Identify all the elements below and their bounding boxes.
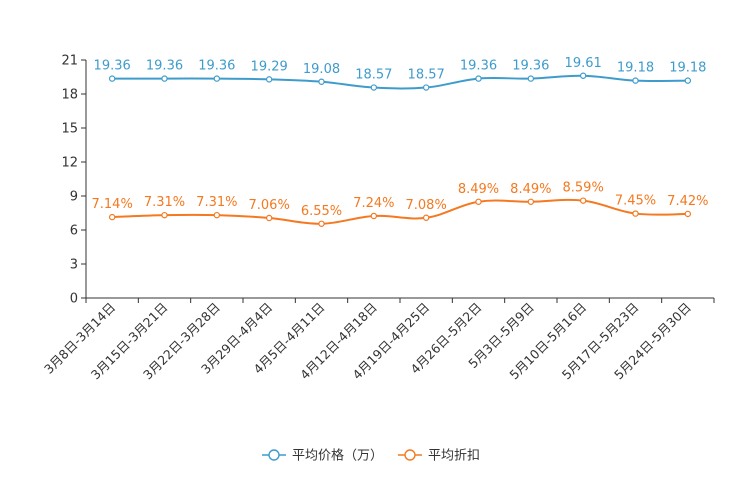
data-point[interactable] (213, 211, 221, 219)
data-point[interactable] (475, 75, 482, 82)
data-label: 7.06% (249, 198, 290, 213)
y-tick-label: 6 (70, 224, 78, 239)
data-label: 7.08% (406, 198, 447, 213)
data-label: 18.57 (408, 68, 445, 83)
data-point[interactable] (213, 75, 221, 82)
legend-marker-icon (404, 449, 416, 461)
data-point[interactable] (318, 78, 325, 85)
data-point[interactable] (632, 210, 639, 217)
data-point[interactable] (422, 84, 430, 91)
data-point[interactable] (161, 75, 168, 82)
data-point[interactable] (632, 77, 639, 84)
data-label: 19.18 (669, 61, 706, 76)
data-label: 7.31% (196, 195, 237, 210)
data-point[interactable] (684, 77, 692, 84)
data-label: 7.14% (92, 197, 133, 212)
series-avg-discount: 7.14% 7.31% 7.31% 7.06% 6.55% 7.24% 7.08% 8.49%… (92, 181, 708, 227)
legend-marker-icon (268, 449, 280, 461)
data-point[interactable] (161, 211, 168, 219)
legend-item-avg-price[interactable]: 平均价格（万） (262, 448, 383, 464)
data-label: 19.08 (303, 62, 340, 77)
data-label: 19.36 (146, 59, 183, 74)
data-label: 19.36 (198, 59, 235, 74)
data-point[interactable] (265, 214, 273, 222)
axes (85, 60, 714, 299)
y-tick-label: 18 (61, 88, 78, 103)
data-label: 19.36 (512, 59, 549, 74)
series-line (112, 74, 688, 90)
y-axis-ticks: 0 3 6 9 12 15 18 21 (61, 54, 86, 307)
data-point[interactable] (265, 76, 273, 83)
data-point[interactable] (527, 75, 535, 82)
legend[interactable]: 平均价格（万） 平均折扣 (262, 448, 480, 464)
data-point[interactable] (579, 72, 587, 79)
y-tick-label: 21 (61, 54, 78, 69)
data-point[interactable] (579, 197, 587, 204)
y-tick-label: 15 (61, 122, 78, 137)
data-point[interactable] (422, 214, 430, 221)
x-axis-ticks: 3月8日-3月14日3月15日-3月21日3月22日-3月28日3月29日-4月… (41, 298, 715, 382)
data-label: 8.49% (510, 182, 551, 197)
y-tick-label: 12 (61, 156, 78, 171)
data-label: 7.42% (667, 194, 708, 209)
data-label: 19.36 (94, 59, 131, 74)
data-point[interactable] (108, 75, 116, 82)
legend-item-avg-discount[interactable]: 平均折扣 (398, 449, 480, 464)
data-label: 19.29 (251, 59, 288, 74)
data-label: 7.45% (615, 194, 656, 209)
data-label: 8.49% (458, 182, 499, 197)
data-label: 6.55% (301, 204, 342, 219)
data-label: 19.18 (617, 61, 654, 76)
y-tick-label: 3 (70, 258, 78, 273)
data-label: 7.24% (353, 196, 394, 211)
legend-label: 平均折扣 (428, 449, 480, 464)
data-point[interactable] (684, 210, 692, 218)
data-point[interactable] (370, 212, 378, 220)
data-point[interactable] (318, 220, 325, 227)
series-layer: 19.36 19.36 19.36 19.29 19.08 18.57 18.57 19.36… (92, 56, 708, 227)
y-tick-label: 0 (70, 292, 78, 307)
legend-label: 平均价格（万） (292, 448, 383, 464)
data-point[interactable] (527, 198, 535, 205)
data-point[interactable] (108, 213, 116, 221)
data-point[interactable] (370, 84, 378, 91)
data-label: 19.61 (565, 56, 602, 71)
data-label: 18.57 (355, 68, 392, 83)
data-label: 8.59% (563, 181, 604, 196)
data-point[interactable] (475, 198, 482, 205)
data-label: 19.36 (460, 59, 497, 74)
data-label: 7.31% (144, 195, 185, 210)
series-avg-price: 19.36 19.36 19.36 19.29 19.08 18.57 18.57 19.36… (94, 56, 706, 91)
series-line (112, 198, 688, 225)
y-tick-label: 9 (70, 190, 78, 205)
